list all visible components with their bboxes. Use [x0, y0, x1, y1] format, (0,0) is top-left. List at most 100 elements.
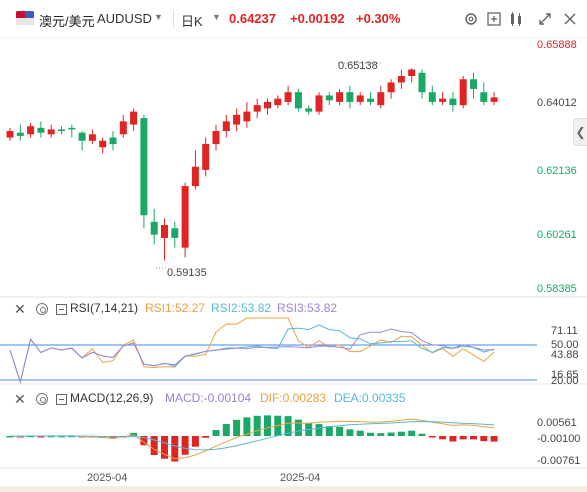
- candle-body[interactable]: [47, 129, 55, 135]
- max-price-marker: 0.65138: [338, 60, 378, 72]
- candle-body[interactable]: [202, 144, 210, 170]
- period-dropdown-icon[interactable]: ▼: [212, 12, 221, 22]
- macd-bar: [470, 436, 477, 440]
- symbol-name[interactable]: 澳元/美元: [39, 14, 95, 29]
- macd-bar: [449, 436, 457, 442]
- macd-bar: [315, 424, 323, 436]
- candle-body[interactable]: [428, 92, 436, 102]
- candle-body[interactable]: [68, 127, 76, 130]
- macd-bar: [346, 429, 354, 436]
- rsi3-value: RSI3:53.82: [277, 301, 338, 315]
- price-axis-label: 0.65888: [537, 39, 577, 51]
- candle-body[interactable]: [397, 75, 405, 83]
- macd-bar: [202, 436, 210, 438]
- candle-body[interactable]: [16, 132, 24, 136]
- rsi2-line: [9, 324, 495, 384]
- candle-body[interactable]: [58, 129, 65, 132]
- macd-bar: [233, 419, 241, 436]
- candle-body[interactable]: [119, 121, 127, 135]
- candle-body[interactable]: [171, 228, 179, 238]
- candle-body[interactable]: [325, 95, 333, 101]
- macd-close-icon[interactable]: ✕: [14, 391, 26, 407]
- candle-body[interactable]: [470, 79, 477, 89]
- candle-body[interactable]: [37, 127, 45, 133]
- period-selector[interactable]: 日K: [181, 14, 203, 29]
- candle-body[interactable]: [109, 137, 117, 145]
- candle-body[interactable]: [315, 95, 323, 112]
- macd-value: MACD:-0.00104: [165, 391, 252, 405]
- rsi-axis-label: 71.11: [551, 325, 578, 337]
- macd-settings-icon[interactable]: [36, 393, 48, 405]
- candle-body[interactable]: [490, 97, 498, 102]
- candle-body[interactable]: [387, 82, 395, 93]
- candle-body[interactable]: [377, 92, 385, 106]
- macd-bar: [181, 436, 189, 455]
- price-change-pct: +0.30%: [356, 11, 401, 26]
- rsi1-line: [9, 317, 495, 384]
- macd-bar: [459, 436, 467, 440]
- settings-icon[interactable]: [463, 11, 479, 27]
- candle-body[interactable]: [294, 92, 302, 109]
- candle-body[interactable]: [449, 98, 457, 106]
- candle-body[interactable]: [78, 132, 86, 141]
- side-panel-toggle[interactable]: ❮: [573, 118, 587, 146]
- candle-body[interactable]: [367, 98, 374, 102]
- macd-bar: [377, 433, 385, 436]
- candle-body[interactable]: [480, 92, 488, 102]
- candle-body[interactable]: [161, 224, 168, 238]
- indicator-icon[interactable]: [508, 11, 524, 27]
- macd-bar: [387, 432, 395, 436]
- macd-histogram: [6, 415, 498, 462]
- candle-body[interactable]: [140, 118, 148, 216]
- candle-body[interactable]: [264, 101, 271, 109]
- candle-body[interactable]: [99, 140, 107, 148]
- candle-body[interactable]: [356, 95, 364, 102]
- close-icon[interactable]: [562, 11, 578, 27]
- candle-body[interactable]: [27, 126, 35, 135]
- candle-body[interactable]: [346, 92, 354, 102]
- compare-icon[interactable]: [486, 11, 502, 27]
- macd-bar: [161, 436, 168, 459]
- candle-body[interactable]: [130, 111, 138, 125]
- candle-body[interactable]: [253, 105, 261, 112]
- candle-body[interactable]: [150, 221, 158, 235]
- rsi-close-icon[interactable]: ✕: [14, 301, 26, 317]
- rsi-settings-icon[interactable]: [36, 303, 48, 315]
- candle-body[interactable]: [191, 166, 199, 187]
- candle-body[interactable]: [284, 92, 292, 102]
- macd-bar: [264, 415, 271, 436]
- macd-bar: [325, 426, 333, 436]
- rsi-axis-label: 50.00: [551, 339, 579, 351]
- candle-body[interactable]: [181, 186, 189, 248]
- symbol-code[interactable]: AUDUSD: [97, 11, 152, 26]
- candle-body[interactable]: [222, 121, 230, 132]
- candle-body[interactable]: [6, 131, 14, 138]
- macd-bar: [140, 436, 148, 446]
- expand-icon[interactable]: [537, 11, 553, 27]
- bottom-scrollbar[interactable]: [0, 486, 587, 492]
- candle-body[interactable]: [408, 69, 416, 76]
- macd-bar: [58, 435, 65, 438]
- candle-body[interactable]: [336, 92, 344, 102]
- macd-bar: [490, 436, 498, 442]
- candle-body[interactable]: [459, 79, 467, 106]
- candle-body[interactable]: [418, 72, 426, 93]
- time-axis-label: 2025-04: [87, 472, 127, 484]
- rsi-axis-label: 16.65: [551, 369, 579, 381]
- rsi-collapse-icon[interactable]: [56, 304, 67, 315]
- candle-body[interactable]: [439, 98, 447, 102]
- dif-value: DIF:0.00283: [260, 391, 327, 405]
- macd-bar: [109, 436, 117, 439]
- candle-body[interactable]: [274, 98, 282, 106]
- symbol-dropdown-icon[interactable]: ▼: [154, 12, 163, 22]
- time-axis-label: 2025-04: [280, 472, 320, 484]
- last-price: 0.64237: [229, 11, 276, 26]
- candle-body[interactable]: [243, 111, 251, 122]
- candle-body[interactable]: [305, 108, 313, 112]
- candle-body[interactable]: [88, 134, 96, 141]
- candle-body[interactable]: [212, 131, 220, 145]
- macd-collapse-icon[interactable]: [56, 394, 67, 405]
- macd-bar: [336, 426, 344, 436]
- candle-body[interactable]: [233, 114, 241, 125]
